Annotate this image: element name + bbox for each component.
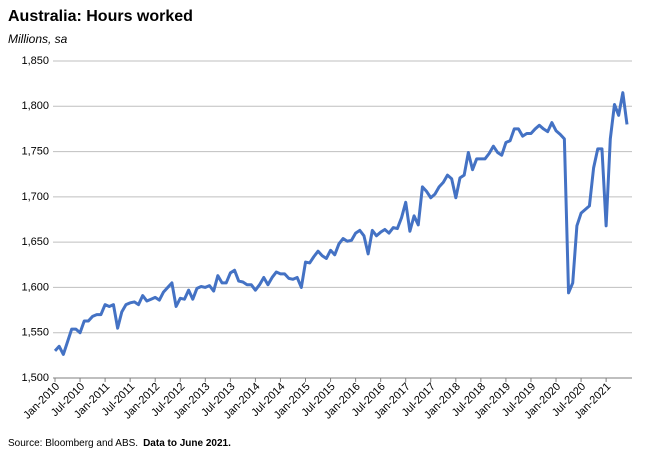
y-tick-label: 1,650: [21, 236, 49, 248]
chart-title: Australia: Hours worked: [8, 8, 193, 25]
y-tick-label: 1,550: [21, 327, 49, 339]
y-tick-label: 1,850: [21, 55, 49, 67]
data-line: [53, 91, 629, 356]
y-tick-label: 1,800: [21, 100, 49, 112]
source: Source: Bloomberg and ABS.: [8, 438, 138, 449]
chart-subtitle: Millions, sa: [8, 32, 68, 46]
y-tick-label: 1,500: [21, 372, 49, 384]
y-tick-label: 1,750: [21, 145, 49, 157]
y-tick-label: 1,600: [21, 281, 49, 293]
source-note: Source: Bloomberg and ABS. Data to June 2…: [8, 438, 231, 449]
y-tick-label: 1,700: [21, 191, 49, 203]
note: Data to June 2021.: [143, 438, 231, 449]
